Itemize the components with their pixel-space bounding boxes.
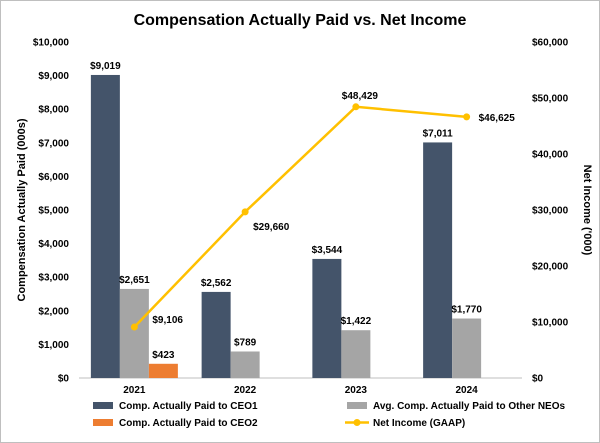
y2-tick-label: $50,000 xyxy=(532,94,569,105)
bar xyxy=(90,74,120,378)
y-tick-label: $1,000 xyxy=(38,340,69,351)
line-data-label: $9,106 xyxy=(152,315,183,326)
data-labels-group: $9,019 $2,562 $3,544 $7,011 $2,651 $789 $1,422… xyxy=(90,61,515,361)
legend-swatch xyxy=(93,419,113,426)
line-point xyxy=(352,103,360,111)
line-data-label: $46,625 xyxy=(479,113,516,124)
line-data-label: $48,429 xyxy=(342,91,379,102)
bar-data-label: $3,544 xyxy=(312,245,343,256)
line-point xyxy=(130,323,138,331)
y-tick-label: $5,000 xyxy=(38,206,69,217)
y2-tick-label: $40,000 xyxy=(532,150,569,161)
bar xyxy=(201,291,231,378)
net-income-line xyxy=(133,105,467,328)
bar xyxy=(119,288,149,378)
bar xyxy=(341,330,371,378)
bar xyxy=(148,363,178,378)
y2-axis-title: Net Income ('000) xyxy=(581,165,593,256)
x-tick-label: 2023 xyxy=(345,385,368,396)
y-tick-label: $9,000 xyxy=(38,71,69,82)
y-tick-label: $6,000 xyxy=(38,172,69,183)
y-tick-label: $8,000 xyxy=(38,105,69,116)
legend-label: Net Income (GAAP) xyxy=(373,418,465,429)
y-axis-title: Compensation Actually Paid (000s) xyxy=(16,118,28,301)
legend-swatch xyxy=(347,402,367,409)
line-group xyxy=(130,103,471,331)
bar xyxy=(452,318,482,378)
line-point xyxy=(463,113,471,121)
x-tick-label: 2024 xyxy=(456,385,479,396)
bar xyxy=(230,351,260,378)
y2-tick-label: $10,000 xyxy=(532,318,569,329)
axes-group: $0 $1,000 $2,000 $3,000 $4,000 $5,000 $6,000 $7… xyxy=(16,38,593,397)
bar xyxy=(423,142,453,378)
legend: Comp. Actually Paid to CEO1 Avg. Comp. Ac… xyxy=(93,401,566,429)
bar xyxy=(312,258,342,378)
bar-data-label: $789 xyxy=(234,337,257,348)
y2-tick-label: $20,000 xyxy=(532,262,569,273)
y-tick-label: $2,000 xyxy=(38,306,69,317)
bar-data-label: $1,770 xyxy=(451,305,482,316)
y2-tick-label: $0 xyxy=(532,374,544,385)
line-point xyxy=(241,208,249,216)
legend-label: Comp. Actually Paid to CEO1 xyxy=(119,401,258,412)
bar-data-label: $2,651 xyxy=(119,275,150,286)
chart-title: Compensation Actually Paid vs. Net Incom… xyxy=(134,12,467,29)
y-tick-label: $10,000 xyxy=(33,38,70,49)
y-tick-label: $7,000 xyxy=(38,138,69,149)
legend-label: Comp. Actually Paid to CEO2 xyxy=(119,418,258,429)
bars-group xyxy=(90,74,482,378)
y-tick-label: $3,000 xyxy=(38,273,69,284)
x-tick-label: 2022 xyxy=(234,385,257,396)
bar-data-label: $9,019 xyxy=(90,61,121,72)
legend-label: Avg. Comp. Actually Paid to Other NEOs xyxy=(373,401,566,412)
legend-swatch xyxy=(93,402,113,409)
bar-data-label: $423 xyxy=(152,350,175,361)
y-tick-label: $0 xyxy=(58,374,70,385)
y-tick-label: $4,000 xyxy=(38,239,69,250)
bar-data-label: $1,422 xyxy=(341,316,372,327)
y2-tick-label: $30,000 xyxy=(532,206,569,217)
bar-data-label: $2,562 xyxy=(201,278,232,289)
y2-tick-label: $60,000 xyxy=(532,38,569,49)
line-data-label: $29,660 xyxy=(253,222,290,233)
bar-data-label: $7,011 xyxy=(423,128,453,139)
x-tick-label: 2021 xyxy=(123,385,146,396)
legend-marker xyxy=(353,419,361,426)
